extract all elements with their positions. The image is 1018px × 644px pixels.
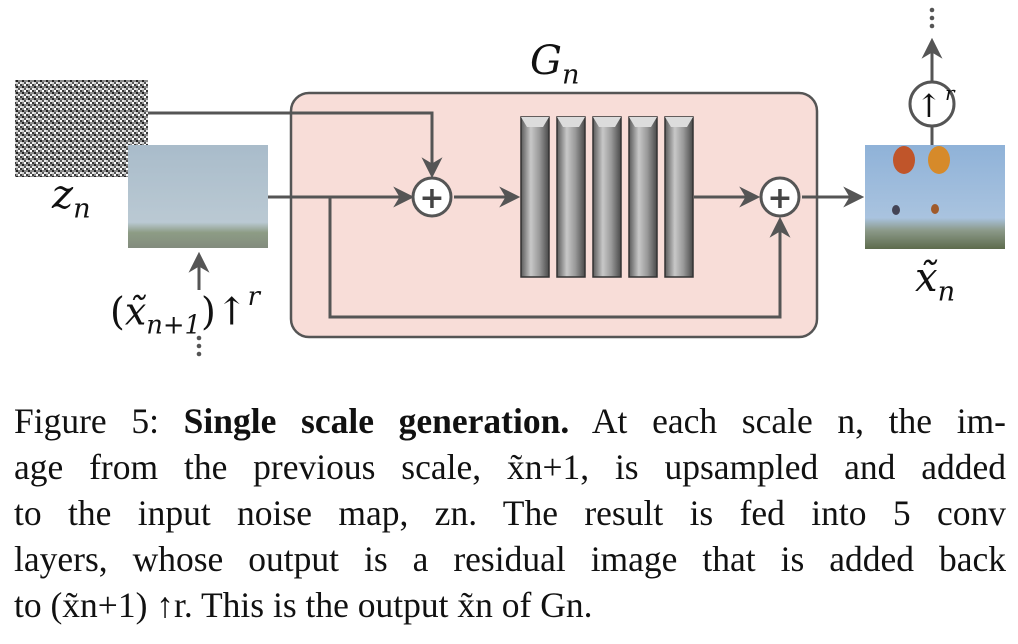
conv-layer-1: [520, 116, 550, 278]
conv-layer-bevel-5: [665, 117, 693, 127]
conv-layer-2: [556, 116, 586, 278]
conv-layer-bevel-1: [521, 117, 549, 127]
caption-line-5: to (x̃n+1) ↑r. This is the output x̃n of…: [14, 585, 593, 625]
add-node-2: +: [759, 176, 801, 218]
conv-layer-4: [628, 116, 658, 278]
conv-layers-group: [520, 116, 694, 278]
single-scale-generation-diagram: + + ↑ r Gn zn (x̃n+1)↑r x̃n: [15, 7, 1005, 357]
balloon-2: [928, 146, 950, 174]
conv-layer-bevel-3: [593, 117, 621, 127]
caption-line-4: layers, whose output is a residual image…: [14, 539, 1006, 579]
add-node-1: +: [411, 176, 453, 218]
upsample-sup: r: [945, 81, 956, 105]
caption-line-1: Figure 5: Single scale generation. At ea…: [14, 401, 1006, 441]
balloon-3: [892, 205, 900, 215]
conv-layer-3: [592, 116, 622, 278]
add-node-1-symbol: +: [419, 181, 444, 216]
caption-line-2: age from the previous scale, x̃n+1, is u…: [14, 447, 1006, 487]
continuation-dots-bottom: [196, 335, 202, 357]
output-label: x̃n: [915, 255, 956, 308]
noise-map-image: [15, 80, 148, 177]
diagram-svg: + + ↑ r: [15, 7, 1005, 357]
noise-label: zn: [52, 172, 91, 225]
generator-label: Gn: [530, 38, 580, 91]
svg-text:↑: ↑: [916, 87, 943, 125]
upsample-arrow-symbol: ↑: [916, 87, 943, 125]
previous-scale-image: [128, 145, 268, 248]
upsample-node: ↑ r: [908, 80, 956, 128]
previous-scale-label: (x̃n+1)↑r: [110, 282, 261, 341]
caption-title: Single scale generation.: [183, 401, 570, 441]
balloon-1: [893, 146, 915, 174]
add-node-2-symbol: +: [767, 181, 792, 216]
conv-layer-bevel-2: [557, 117, 585, 127]
noise-arrow: [148, 111, 443, 179]
generator-box: [289, 91, 819, 339]
conv-layer-5: [664, 116, 694, 278]
residual-skip-arrow: [328, 197, 791, 319]
figure-caption: Figure 5: Single scale generation. At ea…: [14, 398, 1006, 628]
caption-line-3: to the input noise map, zn. The result i…: [14, 493, 1006, 533]
balloon-4: [931, 204, 939, 214]
conv-layer-bevel-4: [629, 117, 657, 127]
caption-figure-number: Figure 5:: [14, 401, 184, 441]
previous-scale-image-blur: [128, 145, 268, 248]
continuation-dots-top: [929, 7, 935, 29]
